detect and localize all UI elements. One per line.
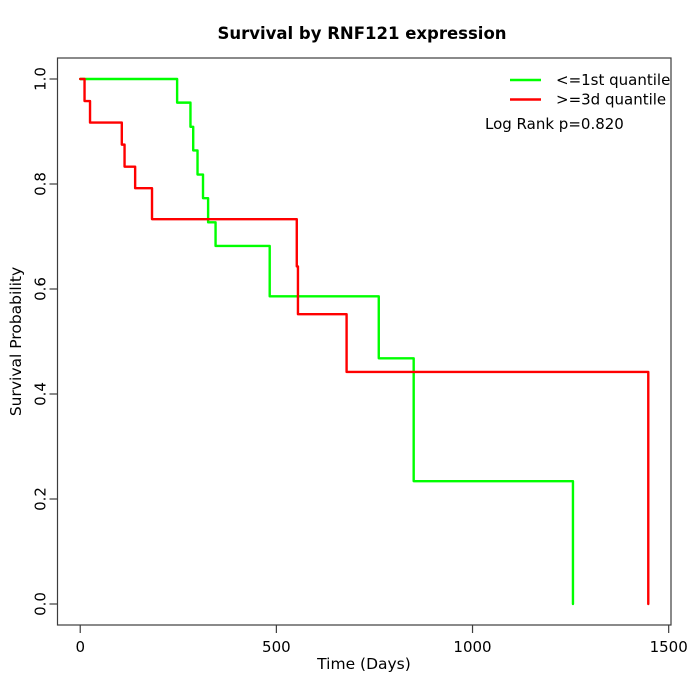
- y-tick-label: 0.0: [32, 592, 50, 616]
- km-curves: [79, 77, 650, 606]
- chart-title: Survival by RNF121 expression: [217, 24, 506, 43]
- legend: <=1st quantile >=3d quantile: [510, 71, 670, 109]
- survival-curve-0: [79, 77, 575, 606]
- y-axis-title: Survival Probability: [7, 267, 25, 416]
- x-tick-label: 1000: [453, 638, 491, 656]
- legend-label-1: >=3d quantile: [556, 91, 666, 109]
- y-axis-ticks: 0.0 0.2 0.4 0.6 0.8 1.0: [32, 67, 58, 616]
- y-tick-label: 0.8: [32, 172, 50, 196]
- y-tick-label: 0.6: [32, 277, 50, 301]
- y-tick-label: 0.2: [32, 487, 50, 511]
- x-tick-label: 1500: [650, 638, 688, 656]
- y-tick-label: 0.4: [32, 382, 50, 406]
- log-rank-annotation: Log Rank p=0.820: [485, 115, 624, 133]
- x-tick-label: 500: [262, 638, 291, 656]
- plot-border: [56, 57, 672, 626]
- survival-curve-1: [79, 77, 650, 606]
- x-axis-ticks: 0 500 1000 1500: [75, 625, 688, 656]
- x-tick-label: 0: [75, 638, 85, 656]
- y-tick-label: 1.0: [32, 67, 50, 91]
- x-axis-title: Time (Days): [316, 655, 411, 673]
- legend-label-0: <=1st quantile: [556, 71, 670, 89]
